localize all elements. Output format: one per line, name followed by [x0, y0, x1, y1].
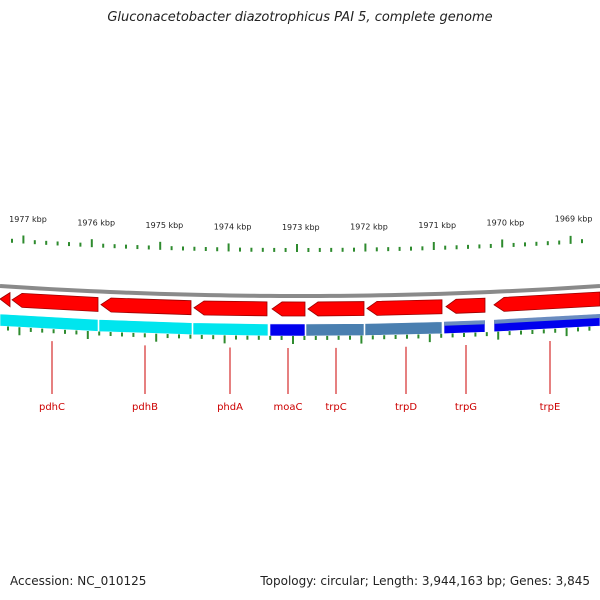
forward-strand-features[interactable] [0, 291, 600, 317]
inner-tick-marks [7, 326, 591, 344]
gene-label[interactable]: trpC [325, 402, 346, 413]
gene-label[interactable]: trpE [540, 402, 561, 413]
feature-block[interactable] [98, 319, 193, 336]
cds-arrow[interactable] [0, 291, 11, 308]
scale-label: 1975 kbp [146, 221, 184, 230]
cds-arrow[interactable] [445, 297, 486, 314]
cds-arrow[interactable] [307, 301, 365, 317]
feature-strip [444, 320, 485, 326]
outer-tick-marks [11, 235, 583, 252]
scale-label: 1974 kbp [214, 222, 252, 231]
feature-block[interactable] [0, 313, 99, 332]
scale-label: 1977 kbp [9, 215, 47, 224]
genome-backbone [0, 284, 600, 299]
scale-label: 1972 kbp [350, 222, 388, 231]
gene-label[interactable]: pdhC [39, 402, 65, 413]
scale-labels: 1977 kbp 1976 kbp 1975 kbp 1974 kbp 1973 kbp… [9, 215, 592, 232]
gene-label[interactable]: trpD [395, 402, 417, 413]
gene-label[interactable]: pdhB [132, 402, 158, 413]
colored-feature-lane[interactable] [0, 313, 600, 337]
map-title: Gluconacetobacter diazotrophicus PAI 5, … [107, 10, 493, 25]
gene-label[interactable]: trpG [455, 402, 477, 413]
genome-summary: Topology: circular; Length: 3,944,163 bp… [260, 574, 590, 588]
feature-block[interactable] [305, 323, 365, 337]
cds-arrow[interactable] [193, 300, 268, 317]
gene-label[interactable]: moaC [274, 402, 303, 413]
feature-block[interactable] [192, 322, 269, 337]
gene-labels: pdhC pdhB phdA moaC trpC trpD trpG trpE [39, 341, 560, 413]
backbone-arc [0, 284, 600, 299]
cds-arrow[interactable] [366, 299, 443, 316]
scale-label: 1970 kbp [487, 218, 525, 227]
scale-label: 1973 kbp [282, 223, 320, 232]
scale-label: 1969 kbp [555, 215, 593, 224]
scale-label: 1976 kbp [77, 218, 115, 227]
scale-label: 1971 kbp [418, 221, 456, 230]
gene-label[interactable]: phdA [217, 402, 243, 413]
cds-arrow[interactable] [493, 291, 600, 312]
cds-arrow[interactable] [100, 297, 192, 316]
feature-block[interactable] [269, 323, 306, 337]
cds-arrow[interactable] [11, 293, 99, 312]
feature-strip [494, 314, 600, 324]
accession-text: Accession: NC_010125 [10, 574, 147, 588]
feature-block[interactable] [364, 321, 443, 336]
cds-arrow[interactable] [271, 301, 306, 317]
